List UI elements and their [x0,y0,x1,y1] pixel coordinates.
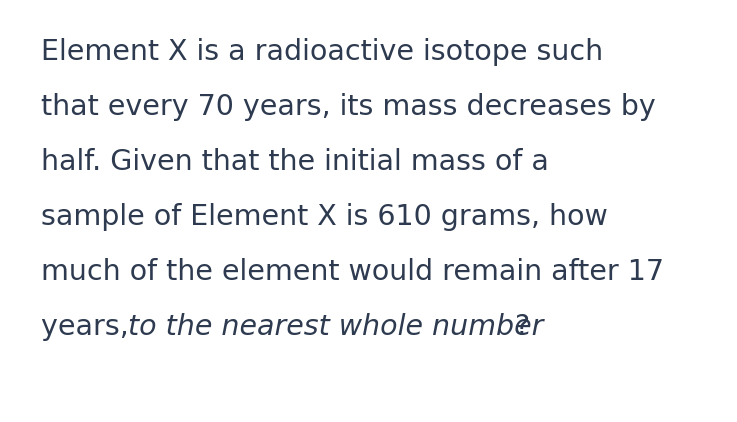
Text: half. Given that the initial mass of a: half. Given that the initial mass of a [41,148,548,176]
Text: ?: ? [514,313,530,341]
Text: sample of Element X is 610 grams, how: sample of Element X is 610 grams, how [41,203,607,231]
Text: Element X is a radioactive isotope such: Element X is a radioactive isotope such [41,38,603,66]
Text: that every 70 years, its mass decreases by: that every 70 years, its mass decreases … [41,93,655,121]
Text: years,: years, [41,313,137,341]
Text: much of the element would remain after 17: much of the element would remain after 1… [41,258,663,286]
Text: to the nearest whole number: to the nearest whole number [128,313,544,341]
